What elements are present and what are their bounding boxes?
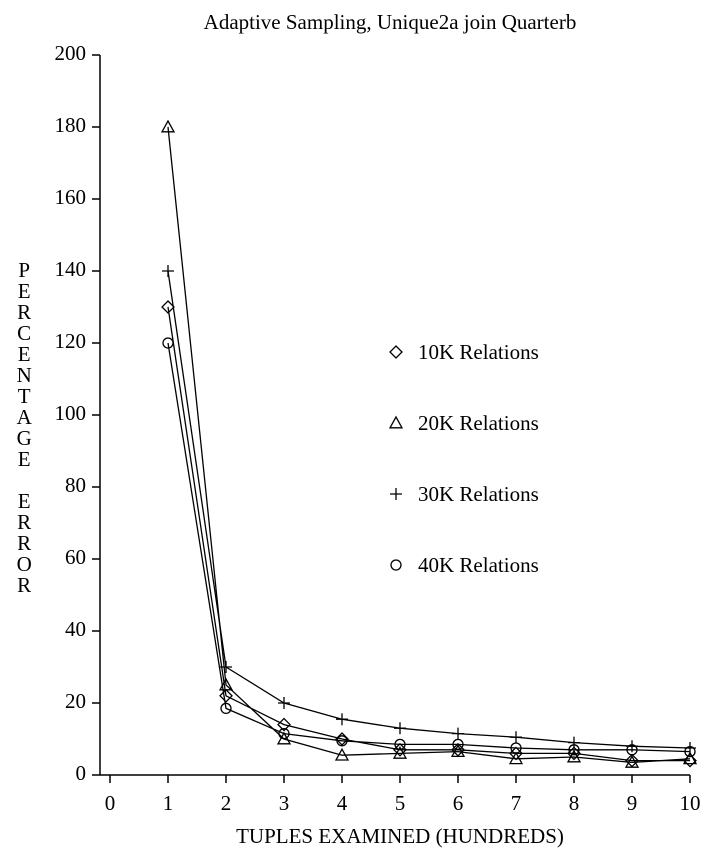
y-tick-label: 200 bbox=[55, 41, 87, 65]
marker bbox=[388, 415, 404, 429]
marker bbox=[390, 488, 402, 500]
marker bbox=[218, 677, 234, 691]
marker bbox=[450, 744, 466, 758]
marker bbox=[568, 736, 580, 749]
y-tick-label: 20 bbox=[65, 689, 86, 713]
series-line bbox=[167, 306, 690, 762]
marker bbox=[392, 746, 408, 759]
marker bbox=[161, 300, 175, 314]
series-line bbox=[167, 126, 691, 764]
x-tick-label: 1 bbox=[163, 791, 174, 815]
x-tick-label: 0 bbox=[105, 791, 116, 815]
marker bbox=[220, 661, 232, 673]
x-axis-label: TUPLES EXAMINED (HUNDREDS) bbox=[236, 824, 564, 848]
marker bbox=[334, 747, 350, 761]
marker bbox=[162, 265, 174, 277]
marker bbox=[277, 717, 291, 732]
marker bbox=[278, 727, 290, 740]
marker bbox=[160, 119, 176, 133]
chart-title: Adaptive Sampling, Unique2a join Quarter… bbox=[204, 10, 577, 34]
x-tick-label: 8 bbox=[569, 791, 580, 815]
marker bbox=[452, 727, 464, 740]
y-tick-label: 180 bbox=[55, 113, 87, 137]
y-tick-label: 160 bbox=[55, 185, 87, 209]
x-tick-label: 3 bbox=[279, 791, 290, 815]
marker bbox=[510, 742, 522, 754]
series-line bbox=[167, 270, 691, 749]
marker bbox=[394, 738, 406, 751]
x-tick-label: 10 bbox=[680, 791, 701, 815]
x-tick-label: 7 bbox=[511, 791, 522, 815]
legend-label: 20K Relations bbox=[418, 411, 539, 435]
x-tick-label: 6 bbox=[453, 791, 464, 815]
x-tick-label: 4 bbox=[337, 791, 348, 815]
marker bbox=[624, 755, 640, 768]
marker bbox=[336, 713, 348, 726]
y-tick-label: 40 bbox=[65, 617, 86, 641]
marker bbox=[278, 697, 290, 709]
marker bbox=[390, 559, 402, 571]
x-tick-label: 2 bbox=[221, 791, 232, 815]
marker bbox=[162, 337, 174, 349]
marker bbox=[452, 738, 464, 751]
marker bbox=[219, 688, 233, 703]
y-tick-label: 0 bbox=[76, 761, 87, 785]
x-tick-label: 5 bbox=[395, 791, 406, 815]
y-tick-label: 100 bbox=[55, 401, 87, 425]
y-tick-label: 60 bbox=[65, 545, 86, 569]
marker bbox=[220, 702, 232, 715]
y-tick-label: 140 bbox=[55, 257, 87, 281]
marker bbox=[389, 345, 403, 359]
marker bbox=[336, 735, 348, 747]
marker bbox=[276, 731, 292, 745]
legend-label: 40K Relations bbox=[418, 553, 539, 577]
marker bbox=[568, 744, 580, 756]
marker bbox=[510, 731, 522, 744]
series-line bbox=[167, 342, 691, 753]
marker bbox=[626, 744, 638, 756]
marker bbox=[508, 751, 524, 765]
y-tick-label: 80 bbox=[65, 473, 86, 497]
x-tick-label: 9 bbox=[627, 791, 638, 815]
y-tick-label: 120 bbox=[55, 329, 87, 353]
y-axis-label: PERCENTAGE ERROR bbox=[12, 258, 36, 594]
legend-label: 10K Relations bbox=[418, 340, 539, 364]
marker bbox=[566, 749, 582, 763]
marker bbox=[394, 722, 406, 735]
marker bbox=[567, 746, 581, 761]
legend-label: 30K Relations bbox=[418, 482, 539, 506]
marker bbox=[682, 751, 698, 765]
marker bbox=[684, 745, 696, 758]
